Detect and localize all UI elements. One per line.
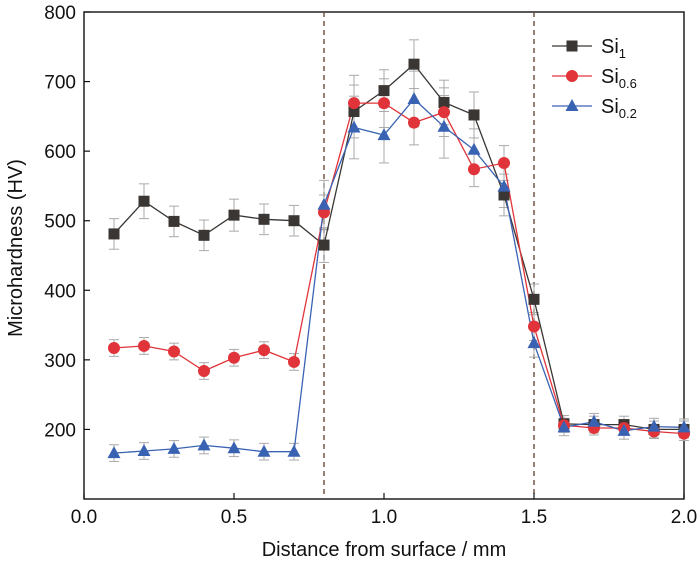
series-si-1-point bbox=[318, 239, 330, 251]
x-axis-title: Distance from surface / mm bbox=[262, 539, 507, 561]
series-si-0-6-point bbox=[528, 320, 540, 333]
series-si-1-point bbox=[408, 58, 420, 70]
series-si-1-point bbox=[138, 195, 150, 207]
series-si-0-2-point bbox=[167, 441, 181, 454]
series-si-1-point bbox=[468, 109, 480, 121]
series-lines bbox=[113, 63, 685, 454]
series-si-1-point bbox=[378, 85, 390, 97]
series-si-0-6-point bbox=[108, 342, 120, 355]
series-si-1-point bbox=[168, 215, 180, 227]
series-si-0-6-point bbox=[288, 355, 300, 368]
series-si-0-6-line bbox=[113, 102, 685, 435]
y-tick-label: 400 bbox=[44, 281, 76, 302]
series-si-1-point bbox=[498, 189, 510, 201]
series-si-0-6-point bbox=[468, 163, 480, 176]
legend-label: Si0.6 bbox=[601, 66, 637, 91]
series-si-0-6-point bbox=[198, 364, 210, 377]
y-tick-label: 500 bbox=[44, 212, 76, 233]
legend-label-subscript: 0.2 bbox=[619, 106, 637, 121]
legend-label: Si1 bbox=[601, 36, 626, 61]
y-tick-label: 200 bbox=[44, 420, 76, 441]
series-markers bbox=[107, 58, 691, 459]
series-si-0-2-point bbox=[587, 414, 601, 427]
series-si-0-2-point bbox=[437, 119, 451, 132]
series-si-0-6-point bbox=[348, 97, 360, 110]
legend-label-main: Si bbox=[601, 36, 619, 58]
y-tick-label: 700 bbox=[44, 73, 76, 94]
series-si-0-2-point bbox=[647, 419, 661, 432]
series-si-0-2-point bbox=[527, 336, 541, 349]
y-tick-label: 300 bbox=[44, 351, 76, 372]
x-tick-label: 2.0 bbox=[671, 507, 697, 528]
legend-marker bbox=[566, 70, 578, 82]
series-si-0-2-point bbox=[107, 446, 121, 459]
series-si-0-2-point bbox=[197, 438, 211, 451]
series-si-0-2-point bbox=[317, 197, 331, 210]
series-si-0-2-point bbox=[617, 423, 631, 436]
y-axis-title: Microhardness (HV) bbox=[5, 159, 27, 337]
legend-marker bbox=[565, 99, 579, 111]
series-si-0-2-point bbox=[677, 420, 691, 433]
series-si-1-point bbox=[348, 105, 360, 117]
series-si-1-point bbox=[288, 215, 300, 227]
legend-label-main: Si bbox=[601, 96, 619, 118]
series-si-0-2-point bbox=[347, 120, 361, 133]
legend-marker bbox=[566, 40, 578, 52]
series-si-1-point bbox=[228, 209, 240, 221]
series-si-0-6-point bbox=[378, 97, 390, 110]
y-tick-label: 800 bbox=[44, 3, 76, 24]
legend-entry: Si0.6 bbox=[552, 66, 637, 91]
legend-entry: Si1 bbox=[552, 36, 626, 61]
x-tick-label: 0.5 bbox=[221, 507, 247, 528]
legend-label-main: Si bbox=[601, 66, 619, 88]
x-tick-label: 1.5 bbox=[521, 507, 547, 528]
series-si-0-2-point bbox=[287, 444, 301, 457]
legend-label: Si0.2 bbox=[601, 96, 637, 121]
series-si-0-2-point bbox=[257, 444, 271, 457]
series-si-0-2-point bbox=[407, 91, 421, 104]
series-si-0-6-point bbox=[168, 345, 180, 358]
series-si-1-point bbox=[108, 228, 120, 240]
series-si-1-point bbox=[438, 96, 450, 108]
series-si-1-point bbox=[198, 229, 210, 241]
axis-ticks: 0.0 0.5 1.0 1.5 2.0 200 300 400 500 600 700 800 bbox=[44, 3, 697, 528]
series-si-0-2-point bbox=[467, 142, 481, 155]
series-si-1-point bbox=[528, 293, 540, 305]
legend-entry: Si0.2 bbox=[552, 96, 637, 121]
y-tick-label: 600 bbox=[44, 142, 76, 163]
x-tick-label: 1.0 bbox=[371, 507, 397, 528]
series-si-0-6-point bbox=[258, 344, 270, 357]
series-si-0-2-point bbox=[377, 128, 391, 141]
series-si-0-2-line bbox=[113, 98, 685, 454]
legend-label-subscript: 1 bbox=[619, 46, 626, 61]
series-si-0-6-point bbox=[138, 339, 150, 352]
series-si-0-6-point bbox=[438, 106, 450, 119]
series-si-0-2-point bbox=[557, 420, 571, 433]
series-si-0-2-point bbox=[137, 443, 151, 456]
series-si-1-point bbox=[258, 213, 270, 225]
series-si-0-6-point bbox=[228, 351, 240, 364]
series-si-0-6-point bbox=[408, 116, 420, 129]
series-si-0-2-point bbox=[227, 441, 241, 454]
series-si-0-6-point bbox=[498, 156, 510, 169]
legend-label-subscript: 0.6 bbox=[619, 76, 637, 91]
series-si-0-2-point bbox=[497, 179, 511, 192]
x-tick-label: 0.0 bbox=[71, 507, 97, 528]
